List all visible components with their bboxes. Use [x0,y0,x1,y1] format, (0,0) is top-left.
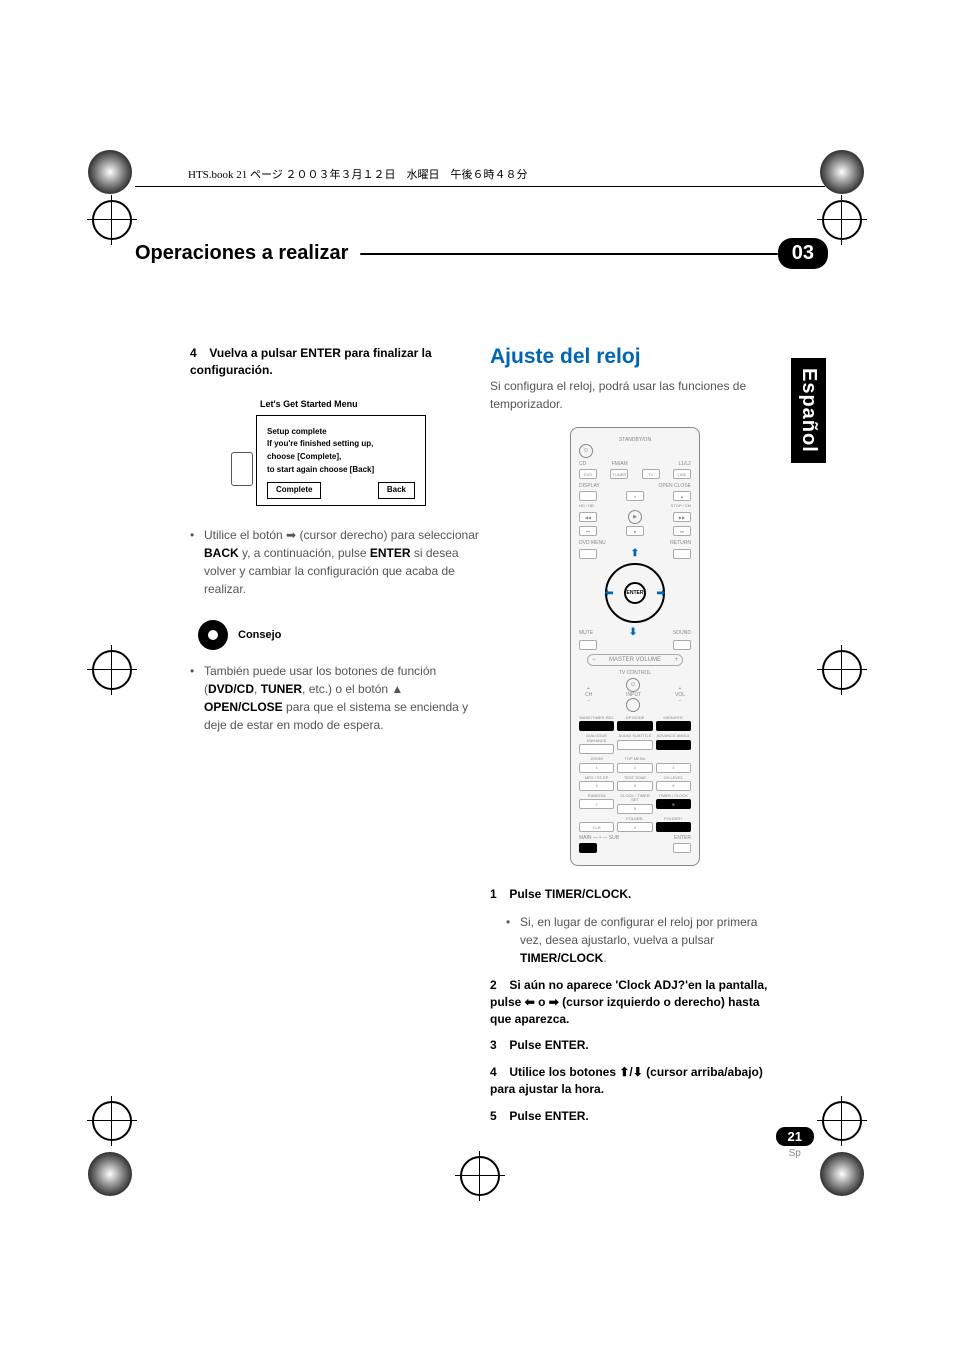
registration-mark [88,150,132,194]
menu-panel: Setup complete If you're finished settin… [256,415,426,506]
speaker-icon [231,452,253,486]
section-number-badge: 03 [778,238,828,269]
tip-bullet: • También puede usar los botones de func… [190,662,480,734]
header-rule [135,186,825,187]
crosshair-mark [822,200,862,240]
dpad: ⬅ ENTER ➡ [605,563,665,623]
clock-intro: Si configura el reloj, podrá usar las fu… [490,377,780,413]
section-title: Operaciones a realizar [135,242,348,265]
menu-title: Let's Get Started Menu [260,399,440,409]
step-5: 5 Pulse ENTER. [490,1108,780,1125]
clock-setup-title: Ajuste del reloj [490,345,780,369]
enter-button: ENTER [624,582,646,604]
crosshair-mark [822,650,862,690]
right-column: Ajuste del reloj Si configura el reloj, … [490,345,780,1135]
left-column: 4 Vuelva a pulsar ENTER para finalizar l… [190,345,480,738]
step-4-heading: 4 Vuelva a pulsar ENTER para finalizar l… [190,345,480,379]
back-button: Back [378,482,415,499]
registration-mark [820,150,864,194]
crosshair-mark [460,1156,500,1196]
setup-menu-figure: Let's Get Started Menu Setup complete If… [240,399,440,506]
registration-mark [88,1152,132,1196]
step-1: 1 Pulse TIMER/CLOCK. [490,886,780,903]
registration-mark [820,1152,864,1196]
remote-keypad: WAKE/TIMER REC DP MODE MIDNIGHT DIALOGUE… [579,716,691,832]
page-lang: Sp [776,1148,814,1159]
tip-header: Consejo [198,620,480,650]
crosshair-mark [92,650,132,690]
remote-control-figure: STANDBY/ON ⏻ CD FM/AM L1/L2 DVD TUNER TV… [570,427,700,866]
section-line [360,253,777,255]
header-metadata: HTS.book 21 ページ ２００３年３月１２日 水曜日 午後６時４８分 [188,166,528,182]
crosshair-mark [92,1101,132,1141]
timer-clock-button: 9 [656,799,691,809]
crosshair-mark [822,1101,862,1141]
step-4-right: 4 Utilice los botones ⬆/⬇ (cursor arriba… [490,1064,780,1098]
master-volume: −MASTER VOLUME+ [587,654,683,666]
step-1-sub: • Si, en lugar de configurar el reloj po… [506,913,780,967]
gear-icon [198,620,228,650]
step-3: 3 Pulse ENTER. [490,1037,780,1054]
page-footer: 21 Sp [776,1127,814,1159]
crosshair-mark [92,200,132,240]
language-tab: Español [791,358,826,463]
step-2: 2 Si aún no aparece 'Clock ADJ?'en la pa… [490,977,780,1027]
page-number: 21 [776,1127,814,1146]
standby-button: ⏻ [579,444,593,458]
instruction-bullet: • Utilice el botón ➡ (cursor derecho) pa… [190,526,480,598]
section-header: Operaciones a realizar 03 [135,238,828,269]
tip-label: Consejo [238,629,281,641]
complete-button: Complete [267,482,321,499]
